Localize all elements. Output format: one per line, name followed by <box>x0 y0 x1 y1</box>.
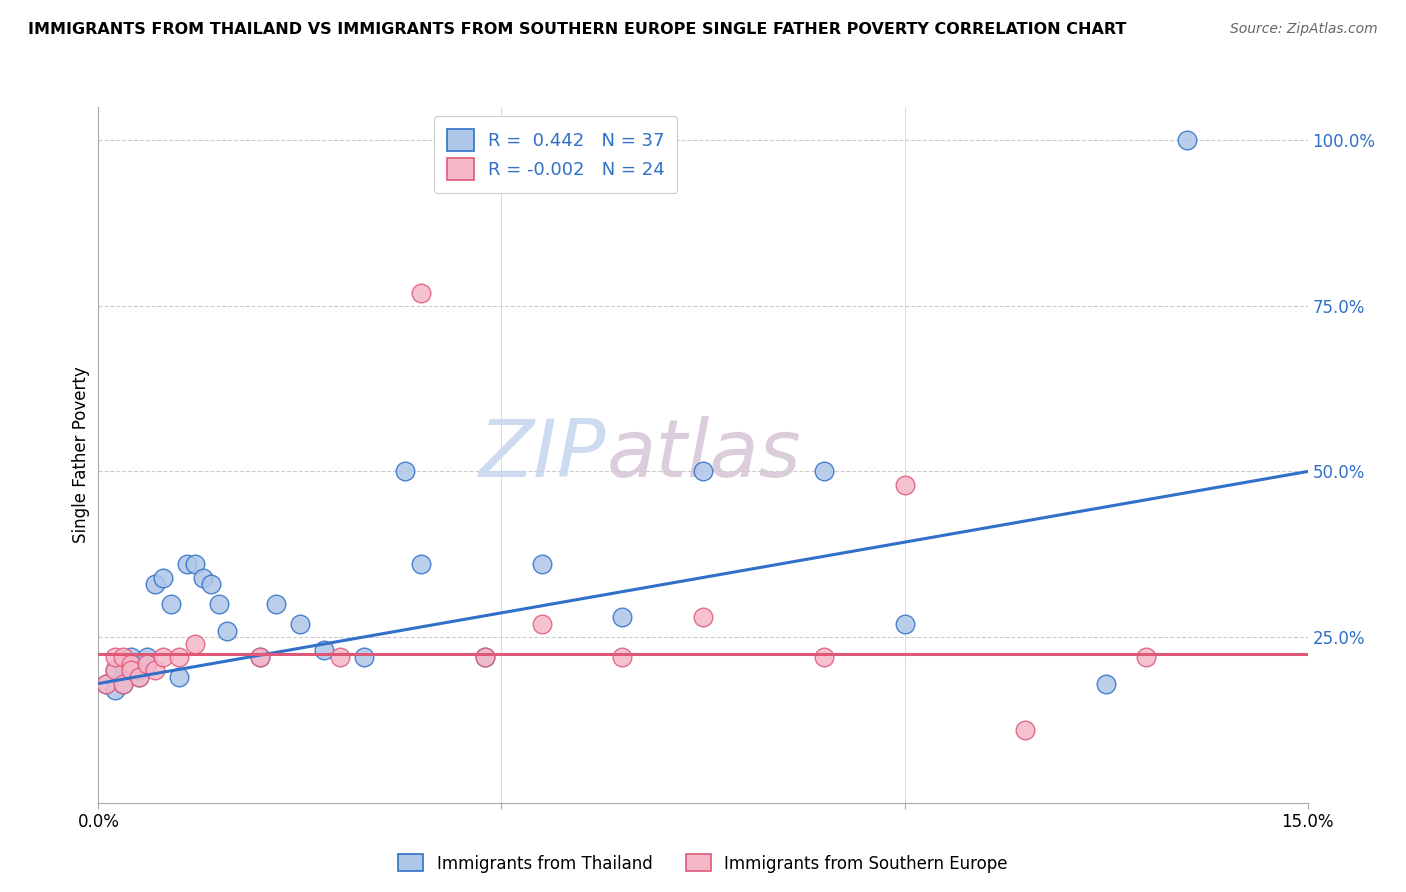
Point <box>329 650 352 665</box>
Point <box>103 663 125 677</box>
Text: atlas: atlas <box>606 416 801 494</box>
Point <box>143 577 166 591</box>
Point <box>111 676 134 690</box>
Point <box>103 663 125 677</box>
Point <box>1014 723 1036 737</box>
Point <box>893 477 915 491</box>
Y-axis label: Single Father Poverty: Single Father Poverty <box>72 367 90 543</box>
Point <box>1095 676 1118 690</box>
Point <box>111 657 134 671</box>
Point <box>249 650 271 665</box>
Point <box>474 650 496 665</box>
Point <box>692 465 714 479</box>
Text: IMMIGRANTS FROM THAILAND VS IMMIGRANTS FROM SOUTHERN EUROPE SINGLE FATHER POVERT: IMMIGRANTS FROM THAILAND VS IMMIGRANTS F… <box>28 22 1126 37</box>
Point <box>530 558 553 572</box>
Point <box>111 650 134 665</box>
Point <box>288 616 311 631</box>
Point <box>208 597 231 611</box>
Point <box>96 676 118 690</box>
Legend: Immigrants from Thailand, Immigrants from Southern Europe: Immigrants from Thailand, Immigrants fro… <box>392 847 1014 880</box>
Point <box>1175 133 1198 147</box>
Point <box>135 657 157 671</box>
Point <box>111 670 134 684</box>
Point <box>530 616 553 631</box>
Point <box>160 597 183 611</box>
Point <box>135 657 157 671</box>
Point <box>128 670 150 684</box>
Point <box>167 650 190 665</box>
Text: ZIP: ZIP <box>479 416 606 494</box>
Point <box>1135 650 1157 665</box>
Text: Source: ZipAtlas.com: Source: ZipAtlas.com <box>1230 22 1378 37</box>
Point <box>394 465 416 479</box>
Point <box>120 650 142 665</box>
Point <box>152 650 174 665</box>
Point <box>813 650 835 665</box>
Point <box>314 643 336 657</box>
Point <box>143 663 166 677</box>
Point <box>120 663 142 677</box>
Point <box>813 465 835 479</box>
Point <box>152 570 174 584</box>
Point <box>184 637 207 651</box>
Point <box>217 624 239 638</box>
Point <box>120 663 142 677</box>
Point <box>128 670 150 684</box>
Point <box>120 657 142 671</box>
Point <box>692 610 714 624</box>
Point <box>612 610 634 624</box>
Point <box>103 683 125 698</box>
Point <box>135 650 157 665</box>
Point <box>200 577 222 591</box>
Point <box>193 570 215 584</box>
Point <box>893 616 915 631</box>
Point <box>184 558 207 572</box>
Point <box>264 597 287 611</box>
Point <box>111 676 134 690</box>
Point <box>176 558 198 572</box>
Point <box>353 650 375 665</box>
Legend: R =  0.442   N = 37, R = -0.002   N = 24: R = 0.442 N = 37, R = -0.002 N = 24 <box>434 116 678 193</box>
Point <box>409 558 432 572</box>
Point <box>128 663 150 677</box>
Point <box>612 650 634 665</box>
Point <box>409 285 432 300</box>
Point <box>103 650 125 665</box>
Point <box>474 650 496 665</box>
Point <box>167 670 190 684</box>
Point <box>96 676 118 690</box>
Point <box>249 650 271 665</box>
